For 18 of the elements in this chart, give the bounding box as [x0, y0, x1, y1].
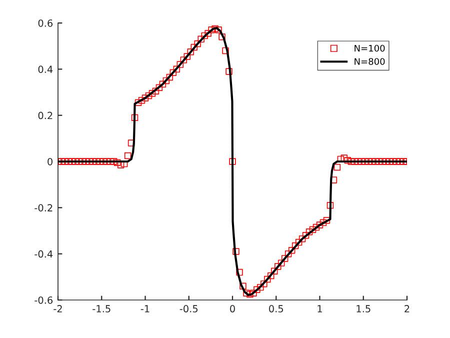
y-tick-label: -0.4 — [34, 250, 53, 258]
x-tick-label: 1 — [318, 305, 322, 312]
y-tick-label: -0.2 — [34, 204, 52, 212]
x-tick-label: -1 — [140, 305, 150, 312]
y-tick-label: 0.2 — [38, 112, 52, 120]
legend-label: N=100 — [354, 44, 385, 52]
x-tick-label: 1.5 — [356, 305, 370, 312]
x-tick-label: 0 — [230, 305, 235, 312]
y-tick-label: 0 — [48, 158, 52, 166]
y-tick-label: -0.6 — [34, 296, 53, 304]
x-tick-label: -1.5 — [92, 305, 110, 312]
legend-label: N=800 — [354, 58, 385, 65]
x-tick-label: -2 — [54, 305, 62, 312]
x-tick-label: 2 — [404, 305, 410, 312]
x-tick-label: -0.5 — [180, 305, 198, 312]
y-tick-label: 0.6 — [38, 19, 53, 27]
y-tick-label: 0.4 — [38, 66, 53, 73]
x-tick-label: 0.5 — [269, 305, 284, 312]
